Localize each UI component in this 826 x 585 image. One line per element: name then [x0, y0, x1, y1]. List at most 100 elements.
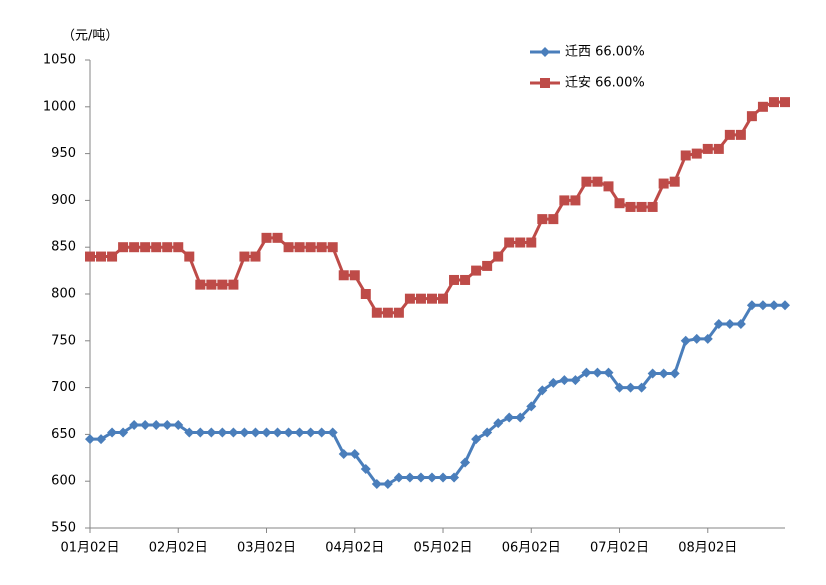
marker [327, 242, 338, 253]
y-tick-label: 700 [51, 380, 76, 395]
marker [713, 318, 724, 329]
marker [504, 237, 515, 248]
marker [449, 274, 460, 285]
marker [680, 150, 691, 161]
marker [426, 293, 437, 304]
marker [526, 401, 537, 412]
marker [426, 472, 437, 483]
marker [360, 464, 371, 475]
x-tick-label: 02月02日 [149, 541, 208, 556]
marker [540, 47, 550, 57]
marker [768, 97, 779, 108]
marker [702, 143, 713, 154]
marker [217, 279, 228, 290]
marker [118, 242, 129, 253]
marker [129, 420, 140, 431]
marker [540, 78, 550, 88]
marker [261, 232, 272, 243]
marker [724, 129, 735, 140]
y-tick-label: 950 [51, 146, 76, 161]
y-tick-label: 750 [51, 333, 76, 348]
marker [493, 418, 504, 429]
marker [625, 382, 636, 393]
marker [669, 368, 680, 379]
marker [206, 279, 217, 290]
x-tick-label: 04月02日 [325, 541, 384, 556]
marker [415, 472, 426, 483]
marker [250, 251, 261, 262]
marker [515, 412, 526, 423]
marker [162, 242, 173, 253]
marker [272, 232, 283, 243]
y-tick-label: 850 [51, 240, 76, 255]
marker [349, 270, 360, 281]
marker [592, 176, 603, 187]
y-tick-label: 550 [51, 521, 76, 536]
marker [371, 479, 382, 490]
marker [195, 279, 206, 290]
marker [614, 382, 625, 393]
marker [636, 382, 647, 393]
marker [404, 293, 415, 304]
marker [228, 427, 239, 438]
marker [713, 143, 724, 154]
marker [735, 129, 746, 140]
marker [647, 368, 658, 379]
marker [151, 242, 162, 253]
marker [107, 427, 118, 438]
marker [316, 427, 327, 438]
marker [658, 178, 669, 189]
marker [460, 274, 471, 285]
marker [548, 377, 559, 388]
marker [129, 242, 140, 253]
marker [327, 427, 338, 438]
marker [404, 472, 415, 483]
marker [261, 427, 272, 438]
marker [140, 242, 151, 253]
marker [239, 251, 250, 262]
marker [173, 420, 184, 431]
marker [217, 427, 228, 438]
marker [305, 427, 316, 438]
marker [294, 427, 305, 438]
marker [471, 265, 482, 276]
marker [438, 472, 449, 483]
marker [283, 427, 294, 438]
marker [195, 427, 206, 438]
marker [184, 251, 195, 262]
marker [757, 101, 768, 112]
marker [537, 385, 548, 396]
marker [669, 176, 680, 187]
marker [206, 427, 217, 438]
marker [603, 367, 614, 378]
marker [460, 457, 471, 468]
series-line [90, 100, 785, 315]
y-axis-label: （元/吨） [62, 29, 118, 44]
marker [239, 427, 250, 438]
marker [393, 307, 404, 318]
marker [680, 335, 691, 346]
marker [85, 251, 95, 262]
marker [471, 434, 482, 445]
marker [415, 293, 426, 304]
y-tick-label: 600 [51, 474, 76, 489]
marker [438, 293, 449, 304]
marker [184, 427, 195, 438]
marker [515, 237, 526, 248]
y-tick-label: 800 [51, 287, 76, 302]
marker [371, 307, 382, 318]
marker [691, 333, 702, 344]
marker [482, 427, 493, 438]
marker [570, 195, 581, 206]
marker [746, 300, 757, 311]
marker [592, 367, 603, 378]
marker [570, 375, 581, 386]
marker [647, 201, 658, 212]
legend-label: 迁安 66.00% [565, 76, 645, 91]
y-tick-label: 1050 [43, 53, 76, 68]
marker [360, 289, 371, 299]
x-tick-label: 01月02日 [60, 541, 119, 556]
marker [581, 176, 592, 187]
marker [548, 214, 559, 225]
